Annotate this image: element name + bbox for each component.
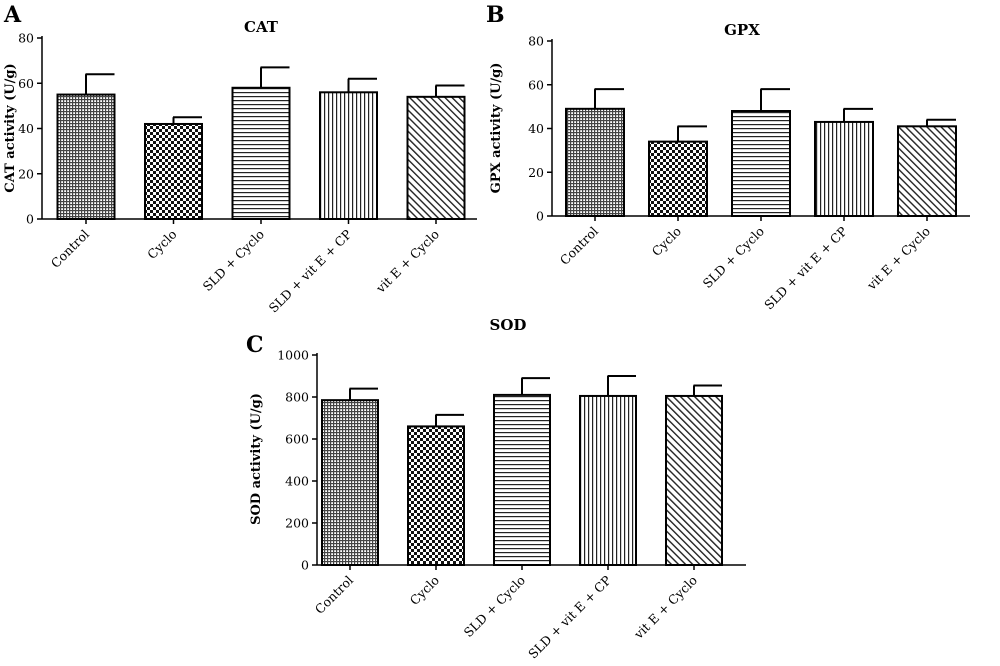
x-tick-label-cat-control: Control	[48, 227, 92, 271]
bar-gpx-vit-e-cyclo	[897, 125, 957, 217]
x-tick-label-gpx-vit-e-cyclo: vit E + Cyclo	[863, 224, 933, 294]
panel-letter-c: C	[246, 332, 264, 358]
bar-cat-sld-vit-e-cp	[319, 91, 378, 220]
chart-panel-a: A CAT CAT activity (U/g) Control Cyclo SLD…	[3, 2, 477, 316]
x-tick-label-sod-cyclo: Cyclo	[407, 573, 442, 608]
y-tick-label-sod-800: 800	[285, 390, 309, 405]
y-tick-label-cat-60: 60	[18, 76, 34, 91]
panel-letter-b: B	[486, 2, 505, 28]
x-tick-label-cat-sld-cyclo: SLD + Cyclo	[200, 227, 268, 295]
chart-panel-b: B GPX GPX activity (U/g) Control Cyclo SLD…	[486, 2, 970, 313]
chart-title-gpx: GPX	[724, 21, 760, 39]
bar-gpx-sld-cyclo	[731, 110, 791, 217]
y-tick-label-gpx-40: 40	[528, 121, 544, 136]
bar-sod-control	[321, 399, 379, 566]
bar-sod-cyclo	[407, 425, 465, 566]
y-tick-label-cat-20: 20	[18, 166, 34, 181]
y-tick-label-gpx-80: 80	[528, 34, 544, 49]
y-tick-label-gpx-20: 20	[528, 165, 544, 180]
bar-cat-sld-cyclo	[231, 86, 291, 221]
y-axis-label-gpx: GPX activity (U/g)	[489, 63, 504, 194]
panel-letter-a: A	[3, 2, 22, 28]
bar-gpx-sld-vit-e-cp	[814, 120, 874, 217]
y-tick-label-sod-600: 600	[285, 432, 309, 447]
y-tick-label-gpx-60: 60	[528, 77, 544, 92]
chart-panel-c: C SOD SOD activity (U/g) Control Cyclo SLD…	[246, 316, 746, 662]
y-tick-label-sod-0: 0	[301, 558, 309, 573]
y-tick-label-sod-200: 200	[285, 516, 309, 531]
y-tick-label-cat-80: 80	[18, 31, 34, 46]
bar-sod-sld-cyclo	[493, 393, 551, 566]
y-tick-label-cat-0: 0	[26, 212, 34, 227]
y-tick-label-cat-40: 40	[18, 121, 34, 136]
x-tick-label-cat-cyclo: Cyclo	[144, 227, 179, 262]
y-axis-label-sod: SOD activity (U/g)	[249, 393, 264, 525]
x-tick-label-sod-control: Control	[312, 573, 356, 617]
x-tick-label-cat-vit-e-cyclo: vit E + Cyclo	[372, 227, 442, 297]
x-tick-label-gpx-sld-vit-e-cp: SLD + vit E + CP	[761, 224, 850, 313]
x-tick-label-gpx-control: Control	[557, 224, 601, 268]
chart-title-sod: SOD	[490, 316, 527, 334]
bar-cat-control	[56, 93, 116, 220]
bar-sod-sld-vit-e-cp	[579, 394, 637, 567]
chart-title-cat: CAT	[244, 18, 279, 36]
y-tick-label-sod-1000: 1000	[277, 348, 309, 363]
x-tick-label-gpx-cyclo: Cyclo	[649, 224, 684, 259]
x-tick-label-sod-sld-vit-e-cp: SLD + vit E + CP	[525, 573, 614, 662]
x-tick-label-gpx-sld-cyclo: SLD + Cyclo	[700, 224, 768, 292]
bar-cat-cyclo	[144, 122, 203, 220]
x-tick-label-cat-sld-vit-e-cp: SLD + vit E + CP	[266, 227, 355, 316]
x-tick-label-sod-sld-cyclo: SLD + Cyclo	[461, 573, 529, 641]
bar-gpx-control	[565, 107, 625, 217]
x-tick-label-sod-vit-e-cyclo: vit E + Cyclo	[630, 573, 700, 643]
bar-gpx-cyclo	[648, 140, 708, 217]
bar-cat-vit-e-cyclo	[406, 95, 466, 220]
y-axis-label-cat: CAT activity (U/g)	[3, 63, 18, 192]
y-tick-label-gpx-0: 0	[536, 209, 544, 224]
y-tick-label-sod-400: 400	[285, 474, 309, 489]
bar-sod-vit-e-cyclo	[665, 394, 723, 567]
